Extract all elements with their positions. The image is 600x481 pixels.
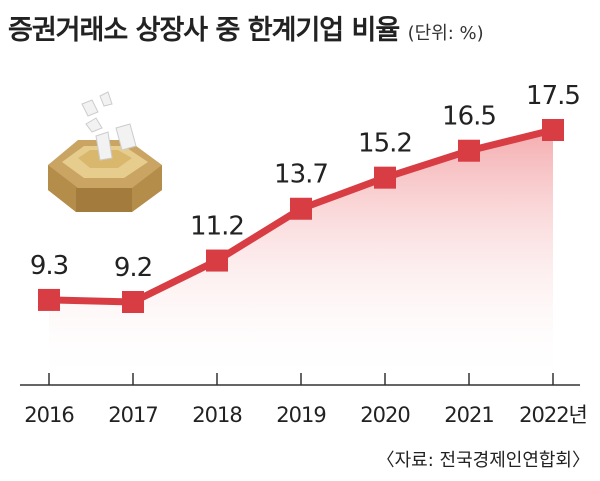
data-label: 9.3 xyxy=(30,251,68,281)
data-point xyxy=(122,291,144,313)
data-label: 11.2 xyxy=(190,212,244,242)
x-tick-label: 2020 xyxy=(360,403,409,427)
data-point xyxy=(38,288,60,311)
data-point xyxy=(206,249,228,272)
source-note: 〈자료: 전국경제인연합회〉 xyxy=(376,450,590,471)
data-label: 17.5 xyxy=(526,81,580,111)
data-point xyxy=(290,197,312,220)
x-tick-label: 2018 xyxy=(192,403,241,427)
x-tick-label: 2017 xyxy=(108,403,157,427)
data-point xyxy=(458,139,480,162)
x-tick-label: 2022년 xyxy=(519,403,587,427)
data-label: 13.7 xyxy=(274,160,328,190)
chart-title: 증권거래소 상장사 중 한계기업 비율 (단위: %) xyxy=(8,15,484,46)
data-label: 15.2 xyxy=(358,129,412,159)
data-point xyxy=(542,119,564,141)
data-label: 9.2 xyxy=(114,253,152,283)
x-tick-label: 2019 xyxy=(276,403,325,427)
x-tick-label: 2021 xyxy=(444,403,493,427)
data-label: 16.5 xyxy=(442,102,496,132)
area-fill xyxy=(49,130,553,385)
x-tick-label: 2016 xyxy=(24,403,74,427)
unit-label: (단위: %) xyxy=(407,23,484,44)
ballot-box-icon xyxy=(48,91,162,212)
data-point xyxy=(374,166,396,189)
